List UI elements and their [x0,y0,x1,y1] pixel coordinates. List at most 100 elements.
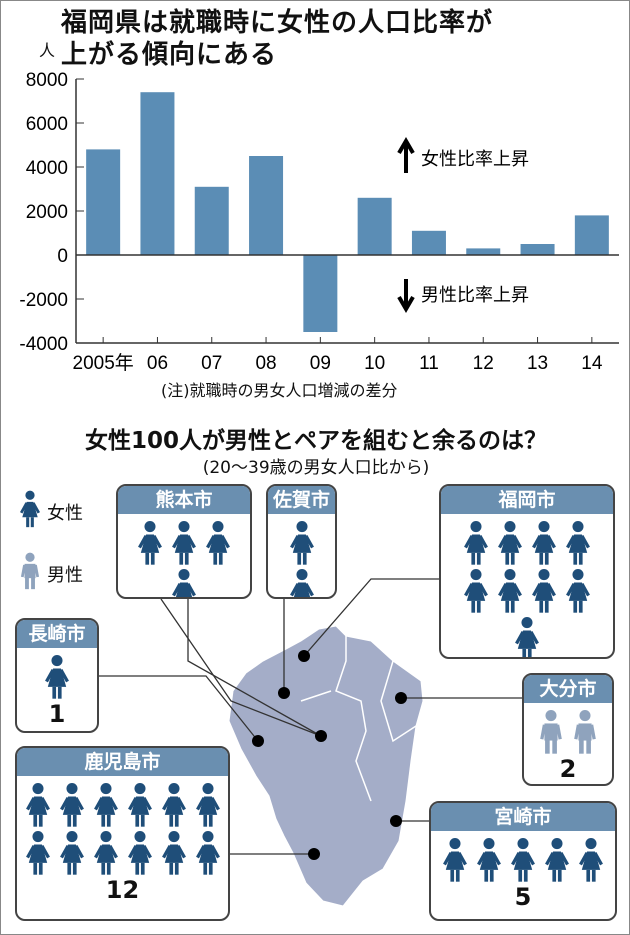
female-person-icon [59,831,84,875]
female-person-icon [25,831,50,875]
legend-female: 女性 [19,489,83,534]
male-person-icon [574,710,596,754]
female-person-icon [566,569,590,613]
female-person-icon [195,783,220,827]
y-tick-label: 0 [57,246,68,267]
arrow-up-icon [397,137,415,173]
city-dot [315,730,327,742]
surplus-count: 12 [105,876,140,904]
female-person-icon [498,569,522,613]
bar-11 [411,230,446,255]
x-tick-label: 13 [527,353,548,374]
female-person-icon [566,521,590,565]
city-name: 宮崎市 [431,803,615,831]
bar-13 [520,244,555,255]
city-box-2: 福岡市9人 [439,484,615,659]
female-person-icon [579,838,603,882]
chart-title: 福岡県は就職時に女性の人口比率が 上がる傾向にある [61,7,493,71]
female-person-icon [25,783,50,827]
female-person-icon [93,831,118,875]
female-person-icon [511,838,535,882]
city-box-4: 大分市 2 [522,673,614,786]
city-box-3: 長崎市 1 [15,618,99,733]
y-tick-label: 2000 [26,202,68,223]
x-tick-label: 2005年 [73,352,134,374]
y-unit-label: 人 [39,41,56,60]
female-person-icon [289,521,314,565]
city-dot [308,848,320,860]
y-tick-label: 4000 [26,158,68,179]
bar-09 [303,255,338,332]
female-legend-icon [19,489,41,534]
bar-08 [249,156,284,255]
female-person-icon [443,838,467,882]
city-name: 大分市 [524,675,612,703]
female-person-icon [206,521,230,565]
female-person-icon [138,521,162,565]
x-tick-label: 09 [310,353,331,374]
annotation-up: 女性比率上昇 [421,149,529,169]
person-icons [17,776,228,876]
person-icons [441,514,613,657]
female-person-icon [127,831,152,875]
x-tick-label: 14 [581,353,603,374]
surplus-count: 5 [514,883,532,911]
x-tick-label: 11 [419,353,439,374]
city-name: 福岡市 [441,486,613,514]
city-dot [298,650,310,662]
prefecture-borders [300,636,417,802]
male-legend-icon [19,551,41,596]
female-person-icon [161,831,186,875]
person-icons [528,703,608,755]
x-tick-label: 06 [147,353,168,374]
person-icons [432,831,614,883]
section-title: 女性100人が男性とペアを組むと余るのは？ [84,428,547,454]
bar-2005年 [86,149,121,255]
female-person-icon [195,831,220,875]
y-tick-label: -2000 [19,290,68,311]
city-name: 熊本市 [118,486,250,514]
female-person-icon [172,569,196,597]
bar-10 [357,197,392,255]
male-person-icon [540,710,562,754]
female-person-icon [498,521,522,565]
city-dot [252,735,264,747]
person-icons [268,514,335,597]
x-tick-label: 12 [473,353,494,374]
city-dot [395,692,407,704]
female-person-icon [477,838,501,882]
person-icons [118,514,250,597]
kyushu-shape [228,625,424,907]
female-person-icon [172,521,196,565]
x-tick-label: 10 [364,353,385,374]
leader-line [303,578,439,657]
leader-line [99,675,259,742]
title-line-1: 福岡県は就職時に女性の人口比率が [61,8,494,38]
arrow-down-icon [397,279,415,313]
city-name: 鹿児島市 [17,748,228,776]
city-name: 長崎市 [17,620,97,648]
surplus-count: 1 [48,700,66,728]
city-box-6: 宮崎市 5 [429,801,617,921]
bar-06 [140,92,175,255]
chart-note: (注)就職時の男女人口増減の差分 [161,381,398,400]
legend-female-label: 女性 [47,502,83,524]
bar-07 [194,186,229,255]
female-person-icon [532,569,556,613]
female-person-icon [545,838,569,882]
male-person-icon [20,552,40,590]
section-note: (20〜39歳の男女人口比から) [202,458,430,478]
x-tick-label: 07 [201,353,222,374]
female-person-icon [19,490,41,528]
city-box-0: 熊本市4 [116,484,252,599]
x-tick-label: 08 [255,353,276,374]
female-person-icon [289,569,314,597]
female-person-icon [532,521,556,565]
city-box-1: 佐賀市2 [266,484,337,599]
bar-chart: 2005年 06 07 08 09 10 11 12 13 14 8000 6000 4000 2000 0… [19,70,619,374]
female-person-icon [127,783,152,827]
surplus-count: 2 [559,755,577,783]
legend-male-label: 男性 [47,564,83,586]
